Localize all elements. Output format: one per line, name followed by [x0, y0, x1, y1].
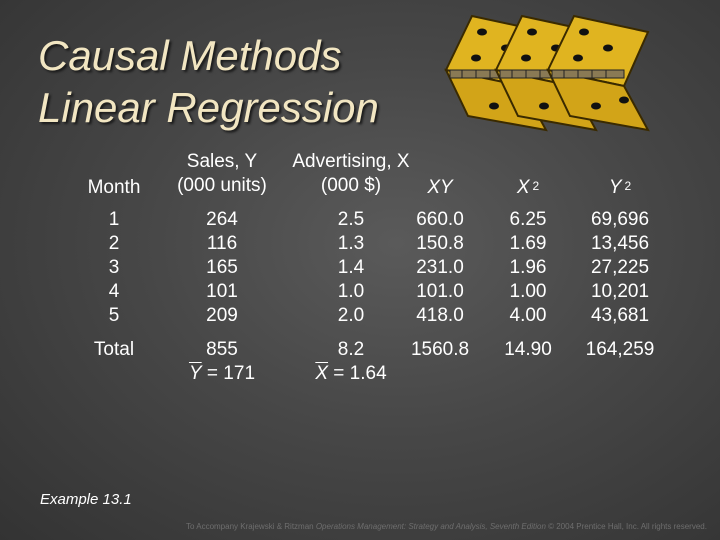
- cell-month: 4: [108, 281, 120, 302]
- cell-x2: 4.00: [509, 305, 547, 326]
- header-adv-line1: Advertising, X: [292, 151, 410, 172]
- copyright-prefix: To Accompany Krajewski & Ritzman: [186, 522, 316, 531]
- total-xy: 1560.8: [410, 339, 470, 360]
- cell-y2: 43,681: [590, 305, 650, 326]
- mean-x-value: = 1.64: [328, 363, 387, 384]
- total-label: Total: [93, 339, 135, 360]
- header-x2-exp: 2: [532, 179, 540, 193]
- total-y2: 164,259: [585, 339, 655, 360]
- header-adv-line2: (000 $): [320, 175, 382, 196]
- cell-y2: 27,225: [590, 257, 650, 278]
- cell-xy: 150.8: [416, 233, 464, 254]
- cell-adv: 1.0: [337, 281, 365, 302]
- cell-x2: 6.25: [509, 209, 547, 230]
- cell-xy: 231.0: [416, 257, 464, 278]
- header-sales-line1: Sales, Y: [186, 151, 258, 172]
- copyright-notice: To Accompany Krajewski & Ritzman Operati…: [186, 522, 707, 531]
- cell-x2: 1.96: [509, 257, 547, 278]
- cell-month: 5: [108, 305, 120, 326]
- mean-x: X = 1.64: [276, 362, 426, 386]
- cell-adv: 1.4: [337, 257, 365, 278]
- mean-y: Y = 171: [160, 362, 284, 386]
- header-x2-base: X: [516, 177, 530, 198]
- cell-xy: 101.0: [416, 281, 464, 302]
- total-x2: 14.90: [504, 339, 552, 360]
- cell-sales: 165: [206, 257, 238, 278]
- cell-x2: 1.00: [509, 281, 547, 302]
- title-line-1: Causal Methods: [38, 32, 342, 79]
- cell-month: 3: [108, 257, 120, 278]
- cell-month: 2: [108, 233, 120, 254]
- hinged-dominoes-icon: [445, 15, 649, 131]
- header-month: Month: [87, 177, 141, 198]
- cell-xy: 660.0: [416, 209, 464, 230]
- mean-x-symbol: X: [315, 363, 329, 384]
- cell-month: 1: [108, 209, 120, 230]
- cell-sales: 116: [206, 233, 238, 254]
- copyright-book: Operations Management: Strategy and Anal…: [315, 522, 546, 531]
- total-sales: 855: [206, 339, 238, 360]
- example-label: Example 13.1: [40, 491, 132, 508]
- cell-adv: 2.5: [337, 209, 365, 230]
- cell-adv: 1.3: [337, 233, 365, 254]
- header-xy: XY: [427, 177, 453, 198]
- title-line-2: Linear Regression: [38, 84, 379, 131]
- mean-y-symbol: Y: [188, 363, 202, 384]
- cell-y2: 69,696: [590, 209, 650, 230]
- cell-y2: 10,201: [590, 281, 650, 302]
- copyright-suffix: © 2004 Prentice Hall, Inc. All rights re…: [545, 522, 707, 531]
- header-y2-base: Y: [608, 177, 622, 198]
- cell-sales: 209: [206, 305, 238, 326]
- cell-sales: 264: [206, 209, 238, 230]
- cell-adv: 2.0: [337, 305, 365, 326]
- total-adv: 8.2: [337, 339, 365, 360]
- header-y2-exp: 2: [624, 179, 632, 193]
- cell-y2: 13,456: [590, 233, 650, 254]
- header-sales-line2: (000 units): [177, 175, 267, 196]
- mean-y-value: = 171: [201, 363, 256, 384]
- cell-x2: 1.69: [509, 233, 547, 254]
- cell-sales: 101: [206, 281, 238, 302]
- slide-title: Causal Methods Linear Regression: [38, 30, 379, 134]
- cell-xy: 418.0: [416, 305, 464, 326]
